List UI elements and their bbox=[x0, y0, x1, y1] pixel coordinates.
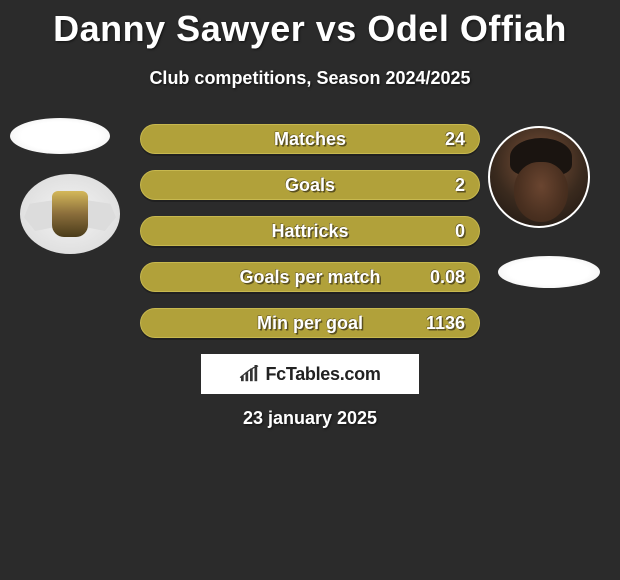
stat-label: Goals per match bbox=[239, 267, 380, 288]
avatar-face bbox=[514, 162, 568, 222]
stat-label: Min per goal bbox=[257, 313, 363, 334]
player-left-club-logo bbox=[20, 174, 120, 254]
branding-text: FcTables.com bbox=[265, 364, 380, 385]
stat-value: 0.08 bbox=[430, 267, 465, 288]
stats-list: Matches 24 Goals 2 Hattricks 0 Goals per… bbox=[140, 124, 480, 354]
branding-suffix: Tables.com bbox=[286, 364, 381, 384]
branding-prefix: Fc bbox=[265, 364, 285, 384]
snapshot-date: 23 january 2025 bbox=[0, 408, 620, 429]
branding-badge: FcTables.com bbox=[201, 354, 419, 394]
player-right-avatar bbox=[488, 126, 590, 228]
player-right-club-logo bbox=[498, 256, 600, 288]
stat-row-hattricks: Hattricks 0 bbox=[140, 216, 480, 246]
bar-chart-icon bbox=[239, 365, 261, 383]
stat-value: 24 bbox=[445, 129, 465, 150]
stat-row-goals: Goals 2 bbox=[140, 170, 480, 200]
player-left-avatar bbox=[10, 118, 110, 154]
stat-label: Matches bbox=[274, 129, 346, 150]
page-title: Danny Sawyer vs Odel Offiah bbox=[0, 0, 620, 50]
stat-value: 1136 bbox=[426, 313, 465, 334]
stat-row-goals-per-match: Goals per match 0.08 bbox=[140, 262, 480, 292]
crest-icon bbox=[52, 191, 88, 237]
stat-value: 0 bbox=[455, 221, 465, 242]
stat-value: 2 bbox=[455, 175, 465, 196]
stat-row-matches: Matches 24 bbox=[140, 124, 480, 154]
comparison-card: Danny Sawyer vs Odel Offiah Club competi… bbox=[0, 0, 620, 580]
stat-row-min-per-goal: Min per goal 1136 bbox=[140, 308, 480, 338]
stat-label: Goals bbox=[285, 175, 335, 196]
stat-label: Hattricks bbox=[271, 221, 348, 242]
subtitle: Club competitions, Season 2024/2025 bbox=[0, 68, 620, 89]
